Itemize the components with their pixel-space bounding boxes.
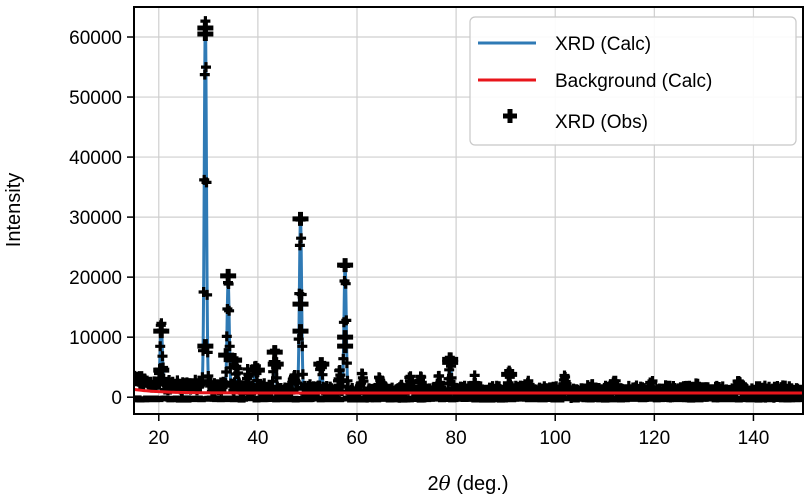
legend-label-background: Background (Calc) [555, 71, 712, 92]
obs-marker [266, 345, 283, 360]
residual-band [134, 395, 803, 403]
background-line [134, 387, 803, 395]
legend-swatch-obs [503, 109, 517, 123]
y-tick-label: 10000 [69, 328, 122, 349]
legend-label-calc: XRD (Calc) [555, 34, 651, 55]
y-tick-label: 0 [111, 388, 122, 409]
obs-marker [292, 324, 309, 339]
y-axis-title: Intensity [3, 173, 25, 247]
y-axis-ticks: 0 10000 20000 30000 40000 50000 60000 [69, 28, 134, 409]
obs-marker [267, 357, 284, 372]
obs-marker [197, 339, 214, 354]
obs-marker [501, 367, 518, 382]
plot-area [134, 16, 803, 403]
obs-marker [313, 357, 330, 372]
x-tick-label: 20 [148, 428, 169, 449]
y-tick-label: 50000 [69, 88, 122, 109]
y-tick-label: 30000 [69, 208, 122, 229]
legend-label-obs: XRD (Obs) [555, 112, 648, 133]
x-tick-label: 60 [346, 428, 367, 449]
x-tick-label: 40 [247, 428, 268, 449]
y-tick-label: 20000 [69, 268, 122, 289]
obs-marker [337, 339, 354, 354]
y-tick-label: 60000 [69, 28, 122, 49]
obs-marker [337, 258, 354, 273]
obs-marker [153, 324, 170, 339]
obs-marker [226, 352, 243, 367]
x-axis-title: 2θ (deg.) [428, 471, 509, 495]
x-tick-label: 80 [446, 428, 467, 449]
legend-frame [469, 16, 797, 146]
plot-frame [133, 6, 804, 415]
x-tick-label: 100 [539, 428, 571, 449]
x-tick-label: 140 [738, 428, 770, 449]
obs-marker [292, 211, 309, 226]
obs-marker [248, 363, 265, 378]
obs-marker [153, 363, 170, 378]
x-tick-label: 120 [638, 428, 670, 449]
background-series [134, 387, 803, 395]
obs-marker [292, 297, 309, 312]
obs-marker [220, 268, 237, 283]
x-axis-ticks: 20 40 60 80 100 120 140 [148, 414, 769, 449]
legend: XRD (Calc) Background (Calc) XRD (Obs) [469, 16, 797, 146]
y-tick-label: 40000 [69, 148, 122, 169]
obs-marker [442, 355, 459, 370]
obs-marker [197, 27, 214, 42]
